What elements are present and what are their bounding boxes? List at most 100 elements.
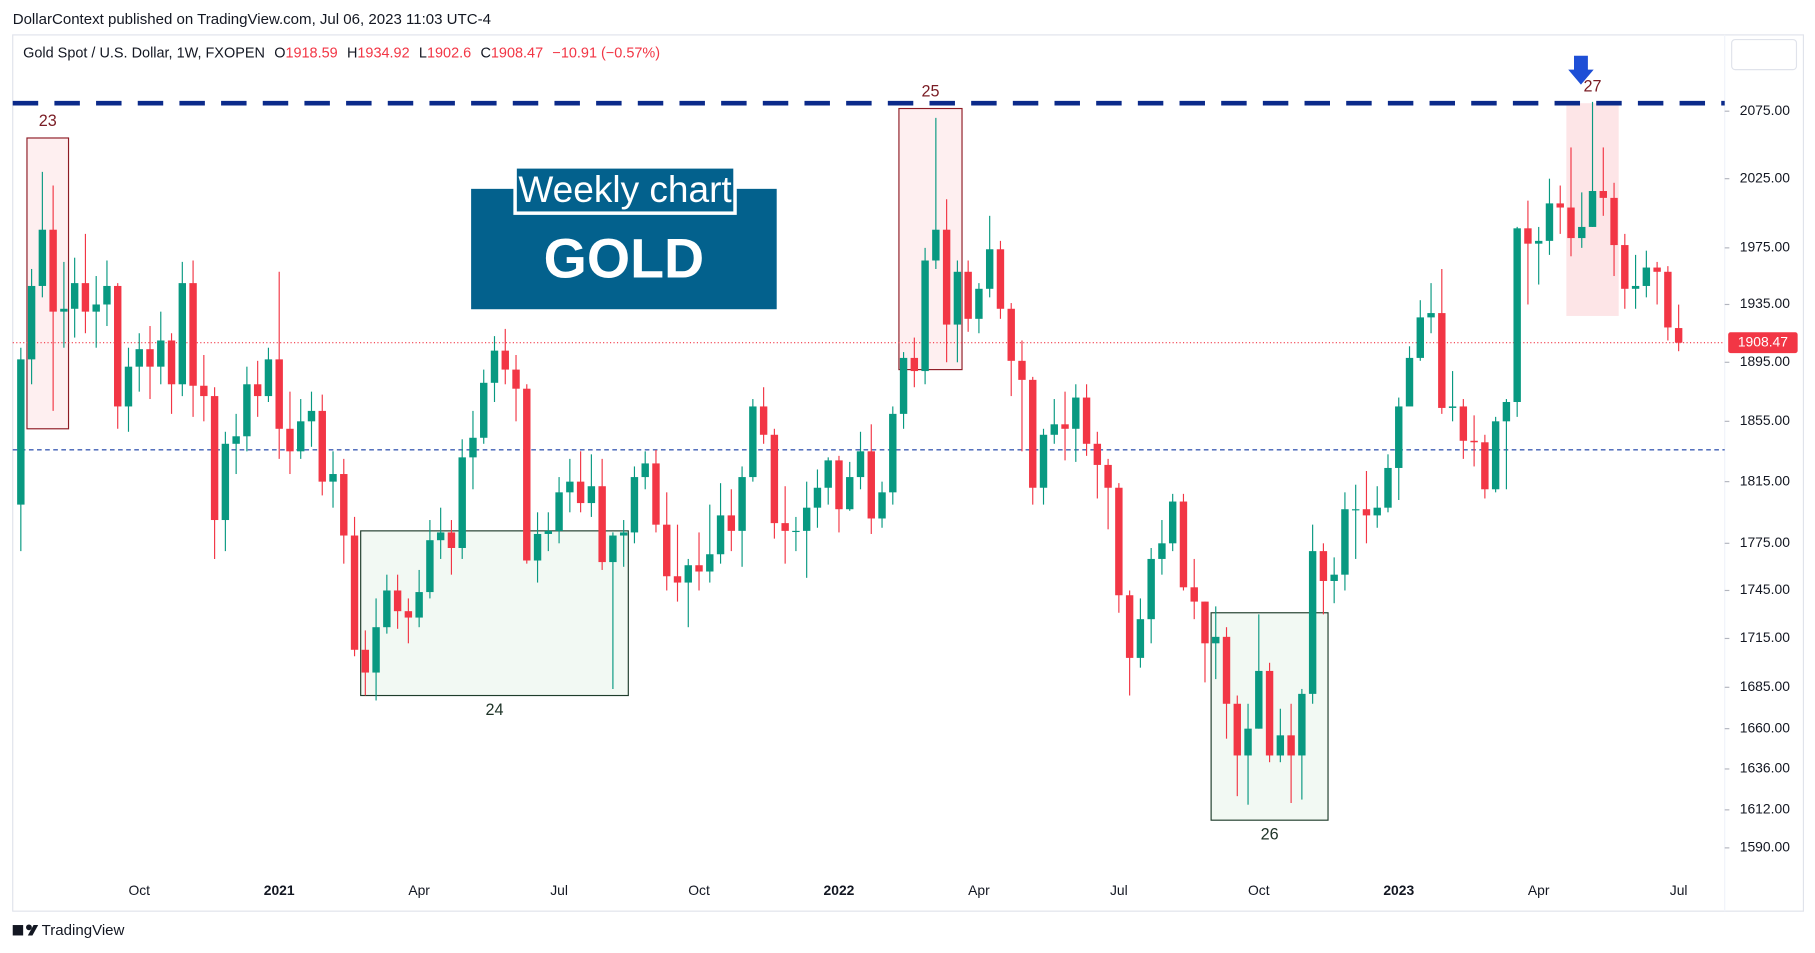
candle-body (1534, 240, 1543, 244)
symbol: Gold Spot / U.S. Dollar, 1W, FXOPEN (23, 45, 265, 61)
candle-body (1201, 601, 1209, 644)
candle-body (1588, 191, 1597, 227)
candle-body (1405, 357, 1414, 407)
candle-body (1502, 401, 1511, 422)
candle-body (953, 271, 962, 325)
candle-body (318, 410, 326, 482)
candle-body (1082, 397, 1091, 444)
title-line1: Weekly chart (518, 168, 732, 210)
x-tick-label: Apr (968, 882, 990, 898)
candle-body (189, 283, 197, 386)
candle-body (1158, 543, 1166, 559)
candle-body (1125, 595, 1134, 658)
candle-body (587, 486, 596, 504)
candle-body (221, 443, 230, 521)
y-tick-label: 1590.00 (1740, 839, 1790, 855)
candle-body (1029, 379, 1037, 488)
candle-body (1147, 558, 1155, 620)
candle-body (469, 437, 477, 458)
candle-body (1351, 509, 1360, 511)
candle-body (781, 523, 789, 531)
candle-body (1115, 487, 1123, 596)
candle-body (1599, 191, 1607, 198)
legend: Gold Spot / U.S. Dollar, 1W, FXOPEN O1918… (23, 45, 660, 61)
y-tick-label: 1855.00 (1740, 412, 1790, 428)
x-tick-label: 2022 (824, 882, 855, 898)
candle-body (1448, 406, 1457, 408)
candle-body (1265, 670, 1274, 756)
y-tick-label: 1935.00 (1740, 295, 1790, 311)
candle-body (297, 421, 305, 452)
candle-body (1319, 551, 1328, 581)
signal-arrow (1568, 55, 1594, 85)
candle-body (576, 481, 585, 504)
legend-high: 1934.92 (357, 45, 409, 61)
candle-body (135, 349, 143, 367)
candle-body (1298, 693, 1306, 756)
candle-body (307, 410, 316, 422)
y-tick-label: 1815.00 (1740, 472, 1790, 488)
candle-body (1459, 406, 1468, 441)
y-tick-label: 1775.00 (1740, 534, 1790, 550)
candle-body (372, 627, 380, 673)
y-tick-label: 2025.00 (1740, 169, 1790, 185)
title-box: Weekly chart GOLD (471, 165, 777, 310)
annotation-box (898, 107, 963, 371)
candle-body (846, 477, 854, 510)
candle-body (393, 590, 402, 612)
legend-close: 1908.47 (491, 45, 543, 61)
candle-body (1341, 509, 1349, 575)
candle-body (1578, 226, 1586, 239)
title-line2: GOLD (544, 228, 704, 290)
x-tick-label: Apr (1528, 882, 1550, 898)
y-tick-label: 1612.00 (1740, 801, 1790, 817)
candle-body (1287, 735, 1295, 756)
candle-body (684, 565, 692, 583)
candle-body (964, 271, 972, 319)
y-tick-label: 1636.00 (1740, 760, 1790, 776)
candle-body (404, 611, 413, 618)
candle-body (1621, 245, 1629, 289)
candle-body (436, 532, 445, 541)
x-tick-label: 2023 (1383, 882, 1414, 898)
candle-body (329, 474, 337, 482)
candle-body (1642, 267, 1651, 286)
candle-body (566, 481, 574, 493)
candle-body (340, 474, 348, 536)
candle-body (1039, 434, 1048, 488)
annotation-layer (26, 103, 1619, 821)
brand-logo-mark (27, 925, 39, 936)
candle-body (1362, 509, 1371, 516)
candle-body (921, 260, 929, 372)
annotation-label: 24 (485, 701, 503, 719)
candle-body (1524, 228, 1532, 244)
candle-body (533, 533, 542, 561)
candle-body (124, 366, 133, 407)
y-tick-label: 2075.00 (1740, 102, 1790, 118)
x-tick-label: Oct (688, 882, 710, 898)
brand-name: TradingView (42, 922, 125, 939)
brand-logo (12, 925, 24, 936)
candle-body (253, 384, 262, 397)
candle-body (630, 477, 639, 533)
candle-body (114, 285, 122, 407)
candle-body (802, 507, 811, 531)
candle-body (167, 340, 176, 385)
x-tick-label: Jul (550, 882, 568, 898)
candle-body (1276, 735, 1285, 756)
scale-button[interactable] (1731, 38, 1798, 71)
candle-body (738, 477, 746, 531)
candle-body (1427, 313, 1435, 318)
candle-body (49, 229, 57, 312)
x-tick-label: Jul (1110, 882, 1128, 898)
candle-body (544, 530, 553, 534)
candle-body (1653, 267, 1661, 272)
x-tick-label: Jul (1670, 882, 1688, 898)
candle-body (1222, 636, 1231, 704)
candle-body (501, 350, 509, 370)
candle-body (157, 340, 165, 367)
candle-body (383, 590, 391, 628)
candle-body (1384, 467, 1392, 508)
candle-body (749, 406, 757, 478)
